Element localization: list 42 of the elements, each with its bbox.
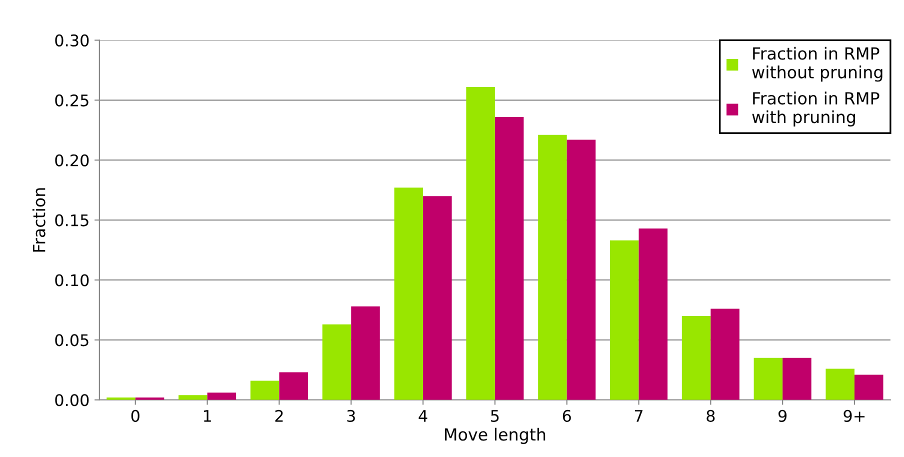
y-tick-label: 0.25 xyxy=(55,94,88,106)
x-tick-label: 8 xyxy=(706,410,715,422)
bar xyxy=(754,358,783,400)
y-tick-label: 0.30 xyxy=(55,34,89,47)
legend-label: Fraction in RMP without pruning xyxy=(752,46,882,82)
bar xyxy=(494,116,524,400)
x-tick-label: 6 xyxy=(562,410,571,422)
y-axis-title: Fraction xyxy=(32,188,46,252)
y-tick-label: 0.05 xyxy=(55,334,88,346)
bar xyxy=(394,188,424,400)
x-tick-label: 7 xyxy=(634,410,642,422)
y-tick-label: 0.00 xyxy=(55,394,89,406)
legend-label: Fraction in RMP with pruning xyxy=(752,92,880,126)
x-tick-label: 9 xyxy=(778,410,787,422)
bar xyxy=(466,86,495,400)
x-tick-label: 0 xyxy=(131,410,140,422)
bar xyxy=(351,306,380,400)
bar xyxy=(423,196,452,400)
x-tick-label: 2 xyxy=(275,410,283,422)
x-tick-label: 5 xyxy=(491,410,499,422)
bar xyxy=(782,358,812,400)
bar xyxy=(710,308,740,400)
x-axis-title: Move length xyxy=(445,428,546,444)
y-tick-label: 0.20 xyxy=(55,154,89,166)
bar xyxy=(854,374,884,400)
y-tick-label: 0.15 xyxy=(55,214,88,226)
bar xyxy=(538,134,567,400)
x-tick-label: 3 xyxy=(347,410,355,422)
bar xyxy=(207,392,236,400)
bar xyxy=(638,228,668,400)
bar xyxy=(610,240,639,400)
bar xyxy=(322,324,352,400)
x-tick-label: 1 xyxy=(204,410,211,422)
bar xyxy=(566,140,596,400)
x-tick-label: 4 xyxy=(418,410,428,422)
bar xyxy=(250,380,280,400)
bar xyxy=(682,316,711,400)
bar xyxy=(178,395,208,400)
bar xyxy=(279,372,308,400)
x-tick-label: 9+ xyxy=(844,410,865,422)
y-tick-label: 0.10 xyxy=(55,274,89,286)
bar xyxy=(826,368,854,400)
